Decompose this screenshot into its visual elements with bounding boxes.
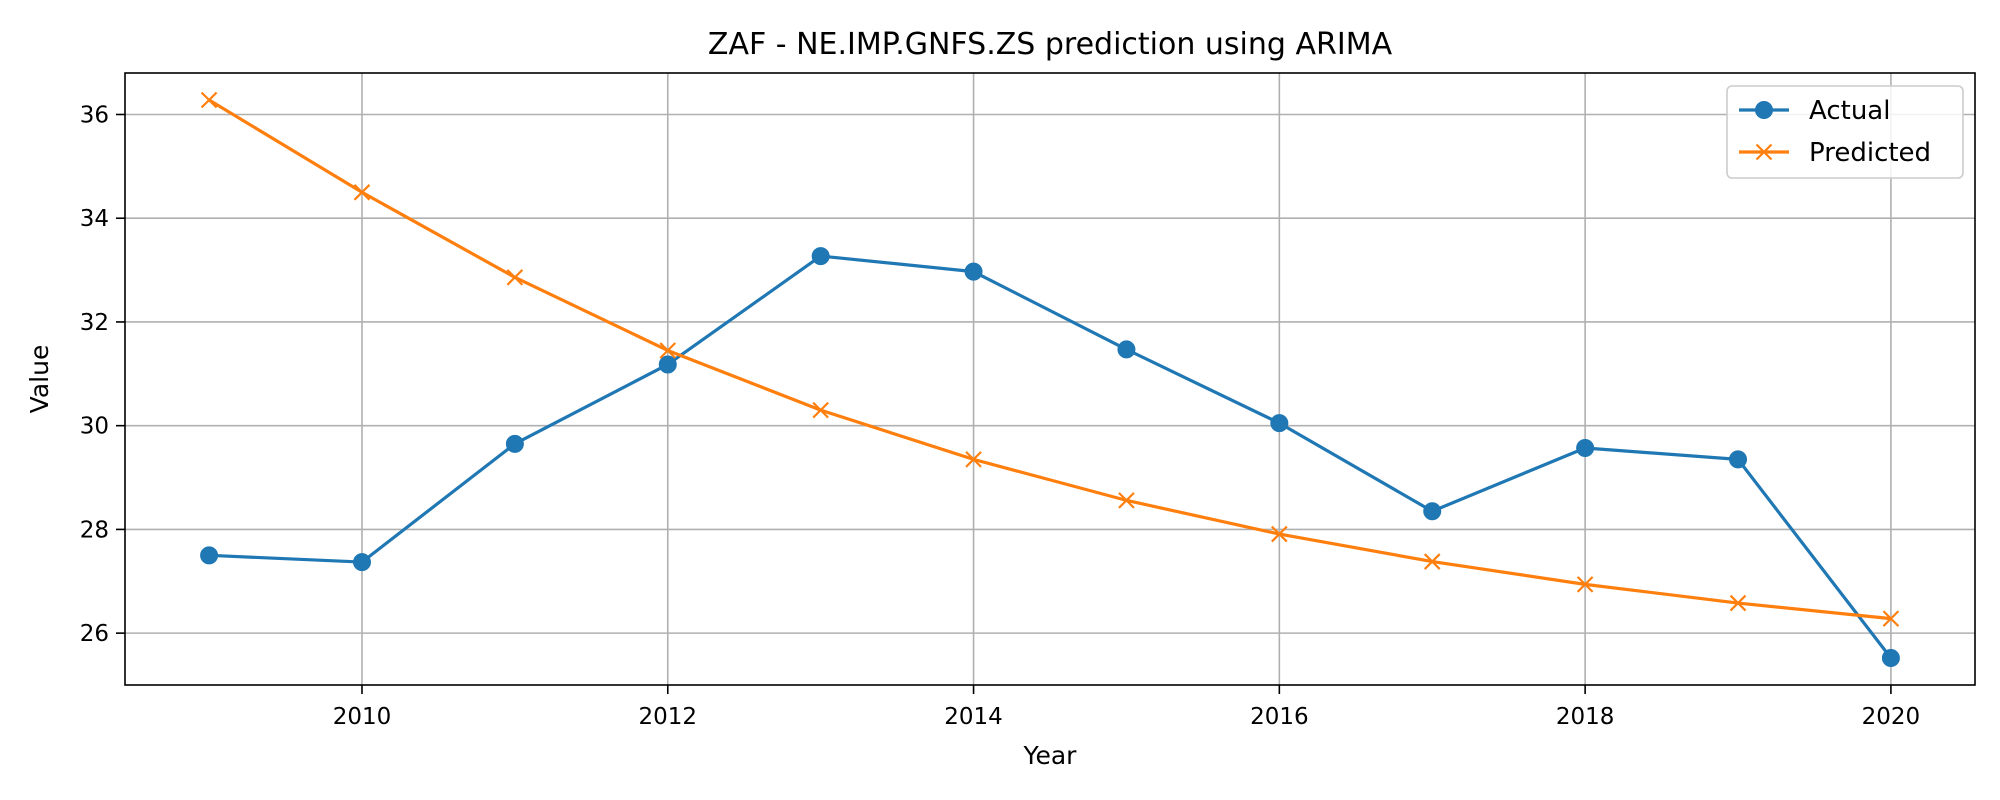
data-point-predicted [353, 184, 371, 201]
axis-ticks: 2010 2012 2014 2016 2018 2020 26 28 30 32 34 36 [80, 102, 1920, 730]
data-point-actual [658, 355, 677, 374]
y-axis-label: Value [25, 345, 54, 414]
x-tick-label: 2014 [944, 704, 1003, 730]
data-point-actual [964, 262, 983, 281]
series-layer [200, 91, 1900, 668]
data-point-actual [352, 553, 371, 572]
y-tick-label: 28 [80, 517, 109, 543]
data-point-predicted [200, 91, 218, 109]
y-tick-label: 32 [80, 310, 109, 336]
series-predicted [200, 91, 1900, 627]
data-point-actual [1881, 649, 1900, 668]
data-point-actual [1270, 414, 1289, 433]
plot-frame [124, 72, 1976, 686]
data-point-actual [505, 434, 524, 453]
y-tick-label: 26 [80, 621, 109, 647]
x-tick-label: 2020 [1862, 704, 1921, 730]
series-line-actual [209, 254, 1893, 660]
data-point-actual [1117, 340, 1136, 359]
data-point-predicted [1118, 492, 1135, 509]
data-point-predicted [1271, 525, 1288, 543]
legend-label-predicted: Predicted [1809, 138, 1931, 168]
chart-title: ZAF - NE.IMP.GNFS.ZS prediction using AR… [708, 27, 1393, 62]
grid-lines [125, 73, 1975, 685]
data-point-actual [1729, 450, 1748, 469]
x-tick-label: 2016 [1250, 704, 1309, 730]
data-point-actual [200, 546, 219, 565]
data-point-actual [811, 247, 830, 266]
series-line-predicted [208, 98, 1892, 621]
data-point-predicted [506, 269, 524, 286]
x-axis-label: Year [1023, 741, 1078, 770]
data-point-predicted [965, 451, 982, 468]
x-tick-label: 2012 [638, 704, 697, 730]
y-tick-label: 36 [80, 102, 109, 128]
data-point-actual [1576, 438, 1595, 457]
data-point-predicted [1423, 553, 1441, 570]
data-point-actual [1423, 502, 1442, 521]
data-point-predicted [1729, 594, 1747, 612]
series-actual [200, 247, 1900, 668]
data-point-predicted [812, 401, 829, 419]
data-point-predicted [1882, 610, 1900, 627]
legend-marker-actual [1755, 101, 1773, 119]
legend: Actual Predicted [1726, 85, 1964, 179]
x-tick-label: 2010 [333, 704, 392, 730]
data-point-predicted [1576, 576, 1594, 593]
x-tick-label: 2018 [1556, 704, 1615, 730]
data-point-predicted [659, 342, 677, 359]
legend-marker-predicted [1755, 143, 1773, 161]
legend-label-actual: Actual [1809, 96, 1890, 126]
y-tick-label: 34 [80, 206, 109, 232]
y-tick-label: 30 [80, 414, 109, 440]
